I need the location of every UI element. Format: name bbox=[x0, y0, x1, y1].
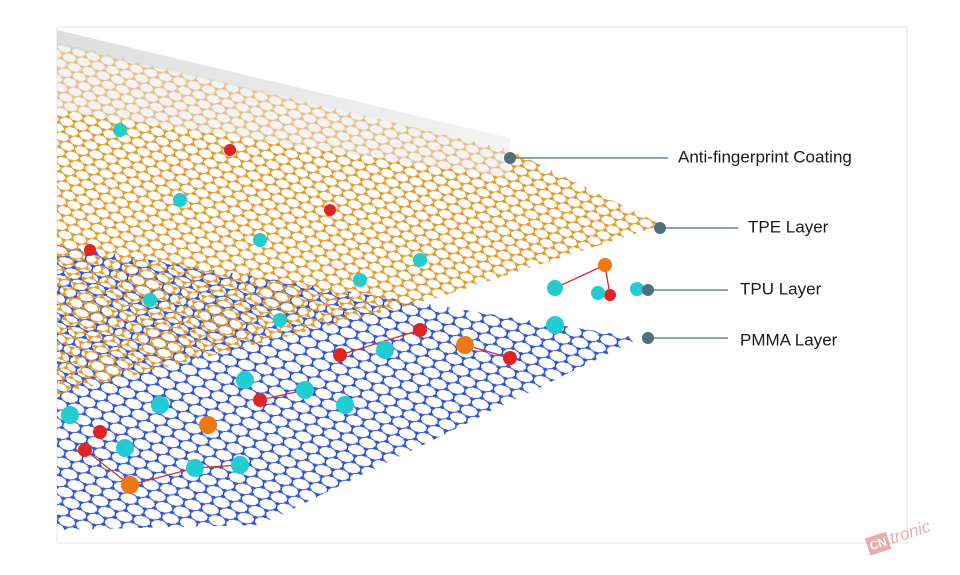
tpu-molecules bbox=[61, 258, 644, 494]
tpu-label: TPU Layer bbox=[740, 279, 822, 298]
coating-label: Anti-fingerprint Coating bbox=[678, 147, 852, 166]
coating-face bbox=[57, 45, 510, 178]
leader-dot bbox=[642, 284, 654, 296]
pmma-label: PMMA Layer bbox=[740, 330, 838, 349]
coating-plate bbox=[57, 30, 510, 150]
tpe-label: TPE Layer bbox=[748, 217, 829, 236]
watermark-box bbox=[864, 531, 892, 556]
watermark-mark: CN bbox=[868, 534, 889, 553]
tpe-inclusions bbox=[84, 123, 427, 327]
leader-dot bbox=[642, 332, 654, 344]
leader-dot bbox=[504, 152, 516, 164]
leader-dot bbox=[654, 222, 666, 234]
